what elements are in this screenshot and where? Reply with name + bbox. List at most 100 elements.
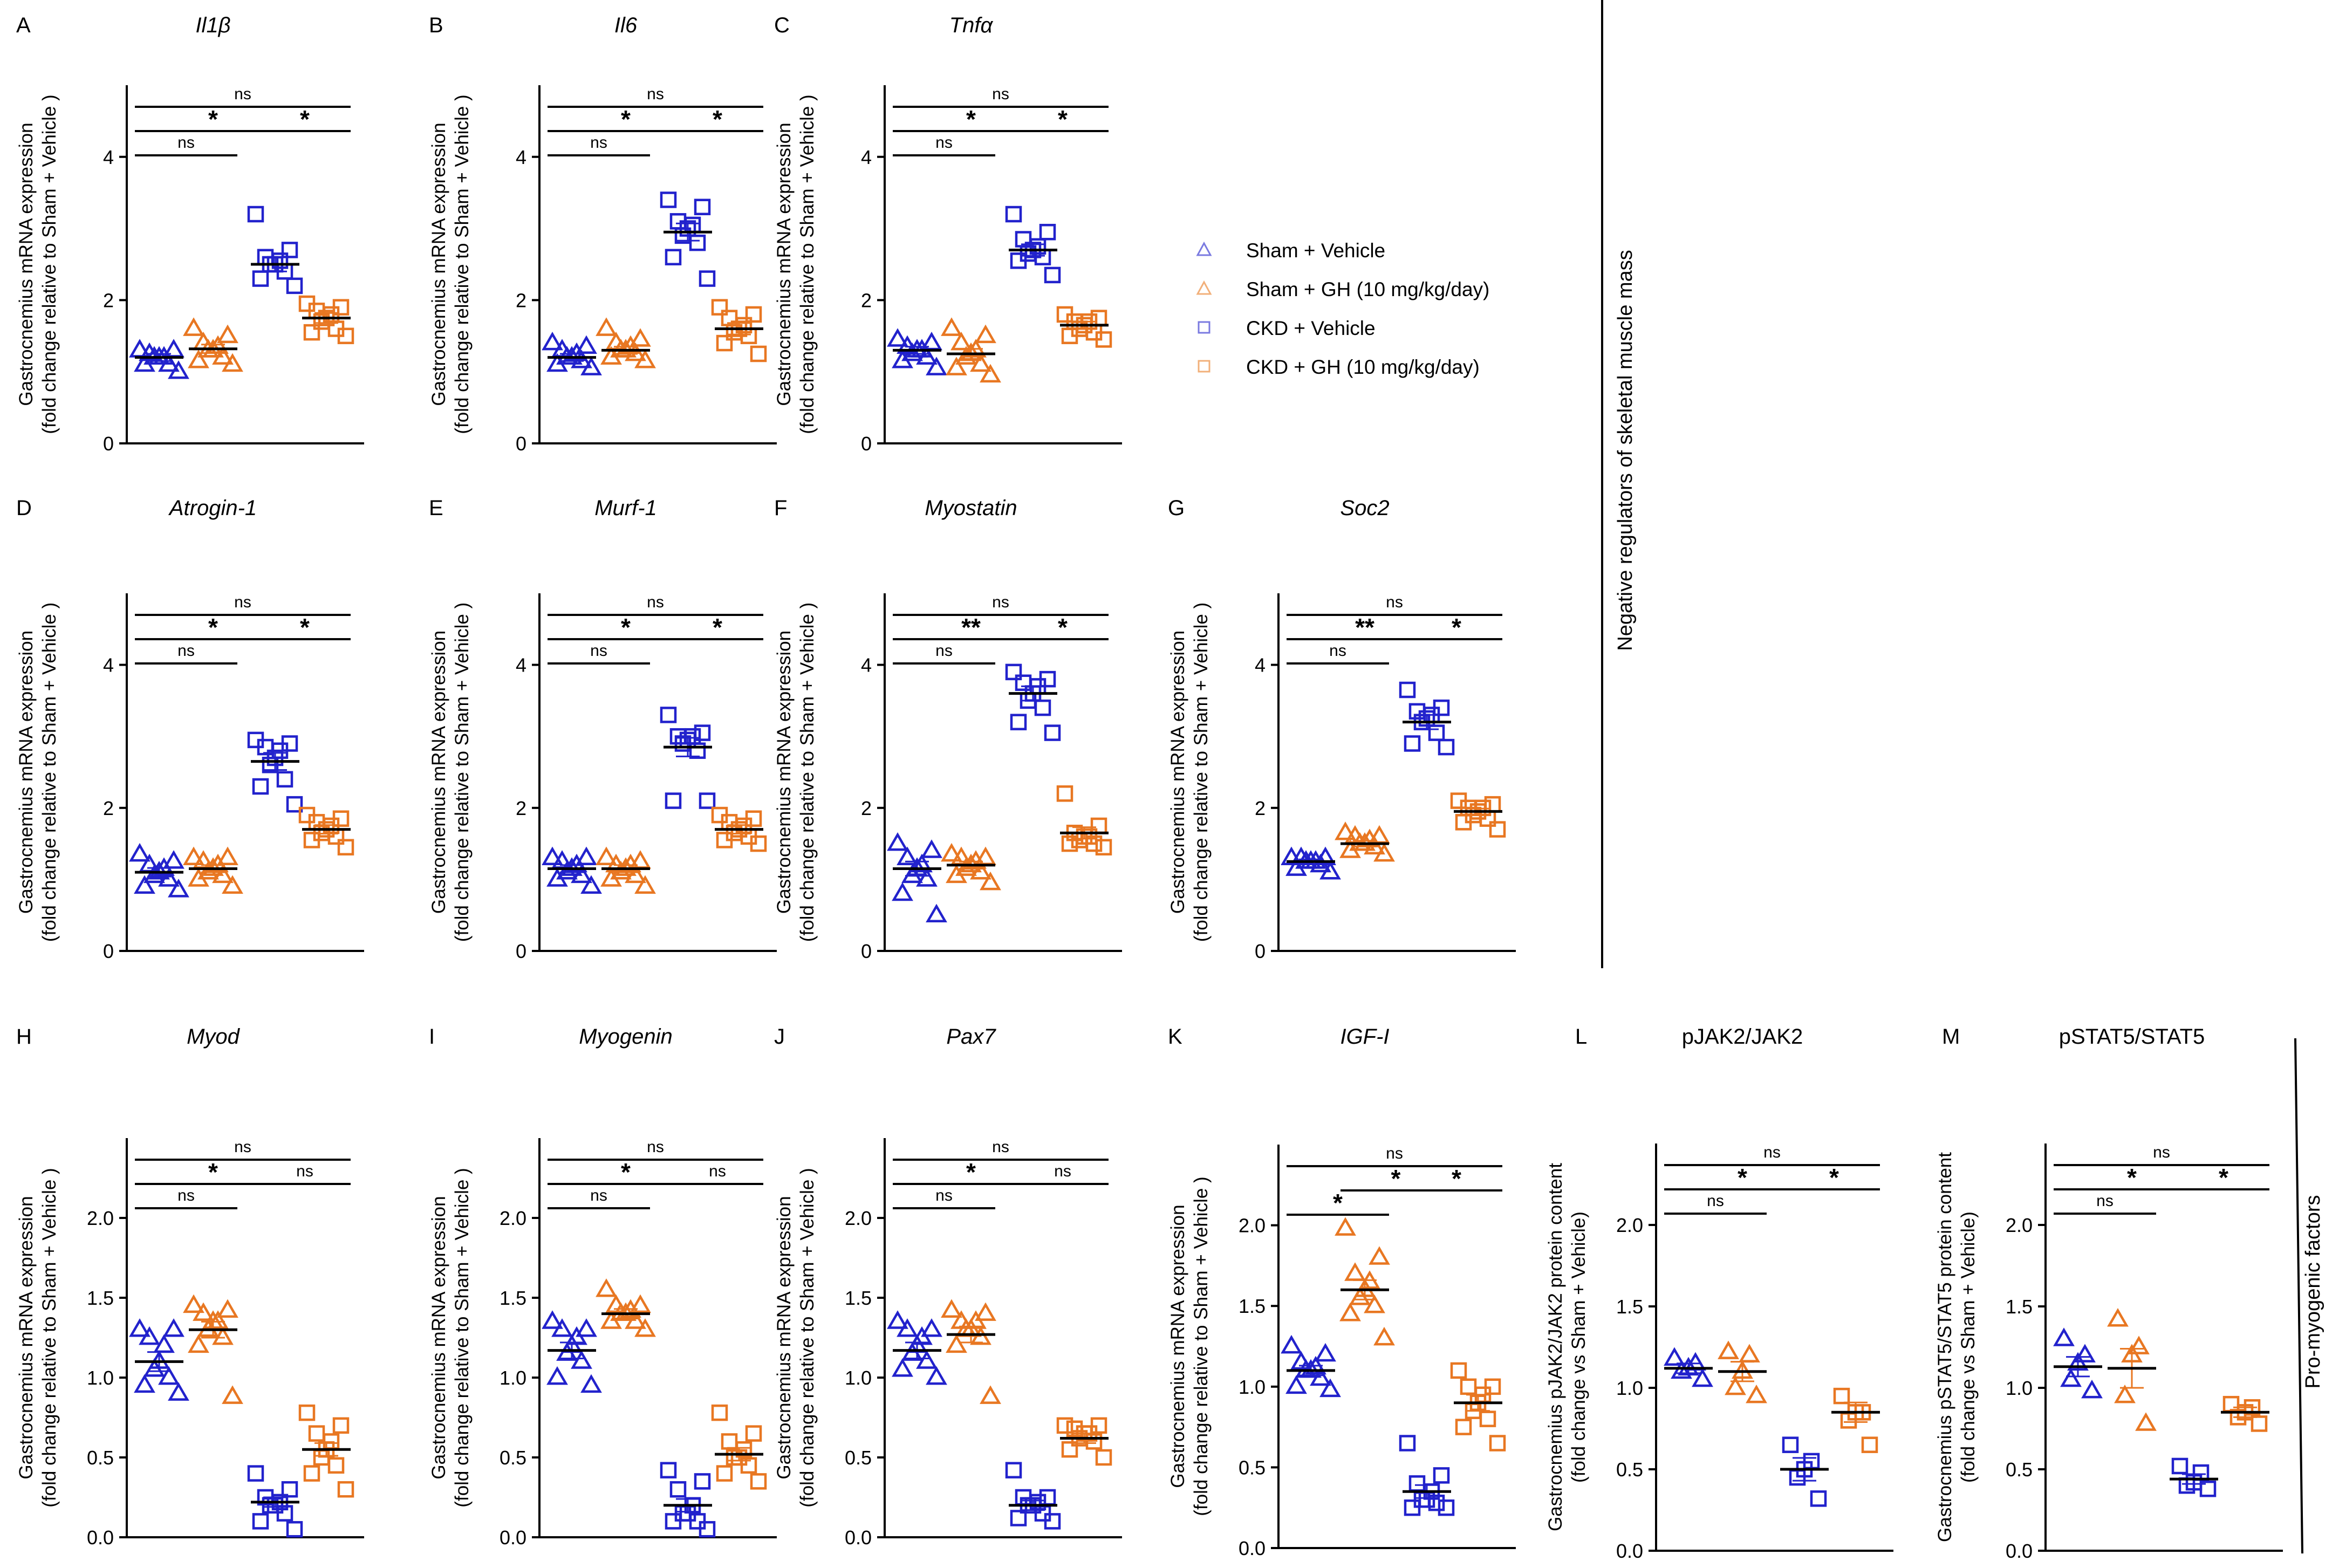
data-point — [630, 328, 651, 347]
data-point — [1450, 792, 1467, 809]
y-tick-label: 0.5 — [87, 1447, 114, 1469]
data-point — [247, 1465, 264, 1482]
y-tick-label: 2.0 — [87, 1207, 114, 1229]
data-point — [1460, 1378, 1477, 1395]
data-point — [183, 317, 204, 336]
data-point — [975, 1302, 996, 1321]
chart-panel-c: C Tnfα 0 2 4 Gastrocnemius mRNA expression (fo… — [774, 13, 1122, 455]
series-ckd-vehicle — [1780, 1436, 1829, 1507]
data-point — [217, 324, 238, 344]
data-point — [168, 1382, 189, 1401]
data-point — [750, 345, 767, 362]
data-point — [711, 299, 728, 316]
series-sham-vehicle — [887, 328, 947, 375]
panel-letter: D — [16, 496, 32, 520]
y-tick-label: 0.5 — [1616, 1459, 1643, 1481]
y-tick-label: 2.0 — [1616, 1214, 1643, 1236]
significance-label: * — [300, 613, 310, 641]
data-point — [332, 299, 350, 316]
y-tick-label: 4 — [103, 654, 114, 676]
series-ckd-gh-10-mg-kg-day- — [1450, 792, 1506, 838]
chart-panel-h: H Myod 0.0 0.5 1.0 1.5 2.0 Gastrocnemius mRNA e… — [16, 1025, 364, 1549]
data-point — [926, 1366, 947, 1385]
significance-label: ns — [234, 85, 251, 103]
significance-label: * — [2127, 1163, 2137, 1192]
y-axis-label: (fold change relative to Sham + Vehicle … — [452, 94, 473, 434]
data-point — [2114, 1384, 2136, 1403]
significance-label: ns — [992, 593, 1009, 611]
significance-label: ns — [234, 1138, 251, 1156]
significance-label: * — [1391, 1165, 1401, 1193]
significance-brackets: ns * * ns — [135, 593, 351, 665]
legend-marker — [1198, 321, 1210, 334]
data-point — [1039, 1489, 1056, 1506]
significance-label: ns — [647, 85, 664, 103]
significance-label: ns — [1329, 642, 1346, 660]
data-point — [1010, 714, 1027, 730]
significance-label: ns — [2096, 1192, 2114, 1210]
data-point — [665, 249, 682, 265]
data-point — [960, 342, 982, 361]
data-point — [2053, 1327, 2075, 1346]
data-point — [699, 792, 716, 809]
legend-item: Sham + Vehicle — [1196, 239, 1385, 262]
data-point — [1039, 223, 1056, 241]
legend-marker — [1198, 360, 1210, 373]
data-point — [950, 331, 972, 351]
y-axis-label: (fold change vs Sham + Vehicle) — [1568, 1211, 1589, 1483]
data-point — [134, 875, 155, 894]
data-point — [1015, 674, 1032, 691]
data-point — [1455, 1419, 1472, 1435]
data-point — [580, 1374, 602, 1393]
y-axis-label: Gastrocnemius mRNA expression — [1167, 631, 1188, 914]
chart-panel-j: J Pax7 0.0 0.5 1.0 1.5 2.0 Gastrocnemius mRNA e… — [774, 1025, 1122, 1549]
data-point — [634, 875, 656, 894]
significance-brackets: ns * ns ns — [548, 1138, 763, 1209]
data-point — [946, 357, 967, 375]
series-ckd-gh-10-mg-kg-day- — [298, 806, 354, 855]
data-point — [1746, 1384, 1767, 1403]
series-sham-vehicle — [542, 1310, 602, 1393]
significance-label: * — [1452, 613, 1461, 641]
series-ckd-gh-10-mg-kg-day- — [1056, 785, 1112, 855]
chart-panel-d: D Atrogin-1 0 2 4 Gastrocnemius mRNA expressi… — [16, 496, 364, 962]
y-tick-label: 0.0 — [1239, 1537, 1266, 1559]
y-tick-label: 0 — [516, 433, 526, 455]
legend-item: CKD + GH (10 mg/kg/day) — [1198, 356, 1480, 378]
series-ckd-gh-10-mg-kg-day- — [1056, 1417, 1112, 1466]
data-point — [168, 879, 189, 898]
series-ckd-vehicle — [1005, 1462, 1061, 1530]
data-point — [332, 1417, 350, 1434]
series-sham-gh-10-mg-kg-day- — [941, 1299, 1001, 1404]
data-point — [1438, 1499, 1455, 1516]
y-axis-label: (fold change relative to Sham + Vehicle … — [452, 602, 473, 942]
data-point — [1315, 846, 1336, 865]
data-point — [596, 1278, 617, 1297]
data-point — [980, 1385, 1001, 1404]
data-point — [970, 353, 991, 372]
data-point — [1056, 1417, 1073, 1434]
data-point — [750, 1473, 767, 1490]
significance-brackets: ns** *ns — [893, 593, 1109, 665]
data-point — [298, 295, 316, 312]
significance-label: ns — [2153, 1144, 2170, 1161]
significance-label: * — [1333, 1189, 1343, 1217]
significance-brackets: ns** *ns — [1287, 593, 1502, 665]
series-ckd-vehicle — [2170, 1457, 2218, 1497]
y-tick-label: 1.5 — [845, 1287, 872, 1309]
data-point — [1408, 1475, 1426, 1492]
data-point — [281, 1481, 298, 1498]
y-tick-label: 2.0 — [845, 1207, 872, 1229]
data-point — [980, 364, 1001, 383]
significance-label: * — [1452, 1165, 1461, 1193]
y-axis-label: (fold change relative to Sham + Vehicle … — [452, 1168, 473, 1507]
series-sham-gh-10-mg-kg-day- — [1335, 1217, 1395, 1346]
y-axis-label: Gastrocnemius mRNA expression — [16, 1196, 37, 1479]
series-ckd-vehicle — [660, 707, 716, 809]
data-point — [660, 191, 677, 208]
data-point — [1678, 1357, 1699, 1376]
significance-label: * — [966, 105, 976, 133]
data-point — [129, 339, 151, 358]
